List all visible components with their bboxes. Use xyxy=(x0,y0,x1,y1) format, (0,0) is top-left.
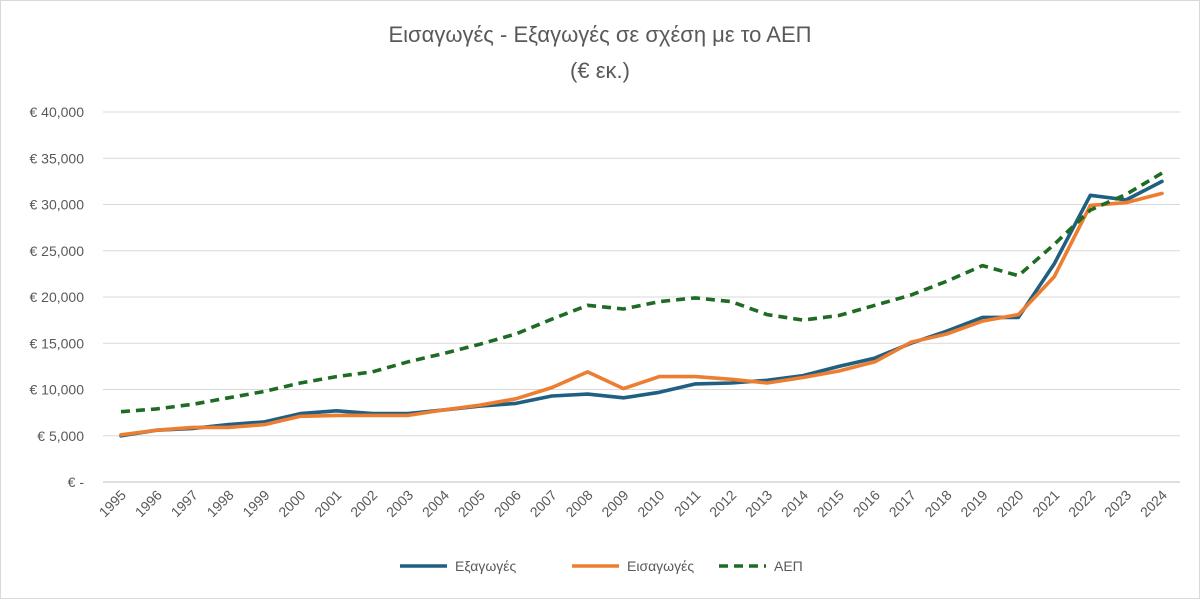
series-line xyxy=(119,191,1164,437)
y-tick-label: € 25,000 xyxy=(30,243,85,259)
x-tick-label: 1998 xyxy=(203,487,236,520)
y-tick-label: € 5,000 xyxy=(37,428,84,444)
x-tick-label: 2022 xyxy=(1065,487,1098,520)
y-tick-label: € - xyxy=(68,474,85,490)
x-tick-label: 2011 xyxy=(671,487,704,520)
x-tick-label: 2012 xyxy=(706,487,739,520)
y-tick-label: € 35,000 xyxy=(30,150,85,166)
x-tick-label: 2002 xyxy=(347,487,380,520)
x-tick-label: 2008 xyxy=(562,487,595,520)
x-tick-label: 2018 xyxy=(921,487,954,520)
x-tick-label: 1995 xyxy=(96,487,129,520)
x-tick-label: 2014 xyxy=(778,487,811,520)
x-tick-label: 1999 xyxy=(239,487,272,520)
x-tick-label: 2013 xyxy=(742,487,775,520)
x-tick-label: 2004 xyxy=(419,487,452,520)
y-tick-label: € 40,000 xyxy=(30,104,85,120)
x-tick-label: 2006 xyxy=(491,487,524,520)
x-tick-label: 2001 xyxy=(311,487,344,520)
x-tick-label: 2010 xyxy=(634,487,667,520)
series-line xyxy=(119,179,1164,438)
y-tick-label: € 15,000 xyxy=(30,335,85,351)
x-tick-label: 2024 xyxy=(1137,487,1170,520)
chart-title: Εισαγωγές - Εξαγωγές σε σχέση με το ΑΕΠ xyxy=(388,22,812,47)
x-tick-label: 2019 xyxy=(957,487,990,520)
legend-label: Εξαγωγές xyxy=(455,558,516,574)
x-tick-label: 2015 xyxy=(814,487,847,520)
legend-label: Εισαγωγές xyxy=(627,558,694,574)
y-tick-label: € 20,000 xyxy=(30,289,85,305)
x-tick-label: 2021 xyxy=(1029,487,1062,520)
x-tick-label: 1996 xyxy=(132,487,165,520)
x-tick-label: 2005 xyxy=(455,487,488,520)
x-tick-label: 2000 xyxy=(275,487,308,520)
x-tick-label: 2020 xyxy=(993,487,1026,520)
x-tick-label: 2017 xyxy=(886,487,919,520)
chart-subtitle: (€ εκ.) xyxy=(570,58,630,83)
x-tick-label: 1997 xyxy=(168,487,201,520)
x-tick-label: 2023 xyxy=(1101,487,1134,520)
legend-label: ΑΕΠ xyxy=(774,558,803,574)
y-tick-label: € 10,000 xyxy=(30,382,85,398)
x-tick-label: 2016 xyxy=(850,487,883,520)
y-tick-label: € 30,000 xyxy=(30,197,85,213)
series-line xyxy=(120,171,1163,414)
gridlines xyxy=(103,111,1180,437)
x-tick-label: 2007 xyxy=(527,487,560,520)
x-tick-label: 2009 xyxy=(598,487,631,520)
legend: Εξαγωγές Εισαγωγές ΑΕΠ xyxy=(400,558,803,574)
x-tick-label: 2003 xyxy=(383,487,416,520)
